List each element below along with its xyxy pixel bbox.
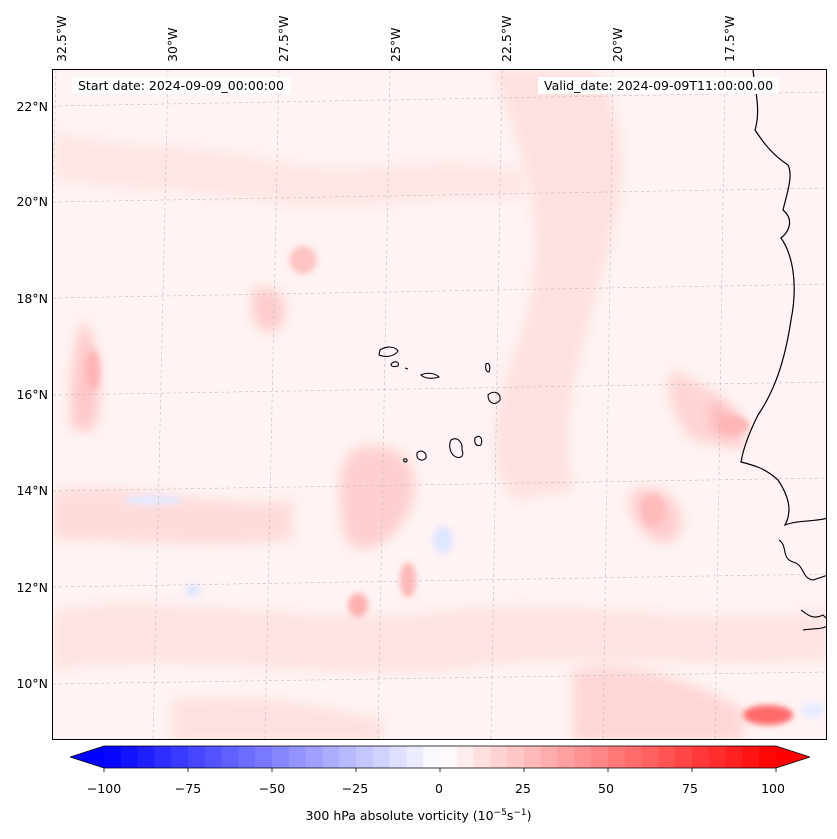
colorbar-extend-min <box>70 746 104 768</box>
lat-label-20n: 20°N <box>16 194 48 209</box>
colorbar-segment <box>759 746 777 768</box>
colorbar-segment <box>389 746 407 768</box>
island-sao-nicolau <box>420 372 441 379</box>
lon-label-22-5w: 22.5°W <box>499 15 514 62</box>
colorbar-tick: −25 <box>341 781 369 796</box>
colorbar-segment <box>540 746 559 768</box>
colorbar-segment <box>608 746 626 768</box>
map-plot-area <box>52 69 827 740</box>
colorbar-segment <box>624 746 643 768</box>
colorbar-segment <box>255 746 273 768</box>
island-sao-vicente <box>390 361 399 368</box>
colorbar-segment <box>104 746 122 768</box>
island-brava <box>403 458 408 463</box>
island-santiago <box>449 438 464 459</box>
colorbar-segment <box>406 746 424 768</box>
colorbar-segment <box>574 746 592 768</box>
colorbar-tick: −75 <box>174 781 202 796</box>
colorbar-tick: 0 <box>435 781 443 796</box>
colorbar-segment <box>171 746 189 768</box>
colorbar-label-mid: s <box>506 808 514 824</box>
lon-label-20w: 20°W <box>610 27 625 62</box>
colorbar-extend-max <box>776 746 810 768</box>
colorbar-segment <box>524 746 542 768</box>
lat-label-18n: 18°N <box>16 291 48 306</box>
island-sal <box>485 362 491 373</box>
colorbar-segment <box>372 746 391 768</box>
colorbar-segment <box>322 746 340 768</box>
lat-label-12n: 12°N <box>16 580 48 595</box>
colorbar <box>70 745 810 772</box>
africa-coastline <box>740 70 826 527</box>
cape-verde-islands <box>378 346 501 463</box>
colorbar-tick: 75 <box>682 781 698 796</box>
lat-label-14n: 14°N <box>16 483 48 498</box>
lon-label-27-5w: 27.5°W <box>276 15 291 62</box>
lon-label-17-5w: 17.5°W <box>722 15 737 62</box>
colorbar-segment <box>456 746 475 768</box>
colorbar-segment <box>188 746 206 768</box>
colorbar-segment <box>238 746 256 768</box>
island-santa-luzia <box>404 367 409 370</box>
colorbar-segment <box>557 746 575 768</box>
colorbar-segment <box>591 746 609 768</box>
africa-coastline-south <box>778 539 826 631</box>
colorbar-segment <box>725 746 743 768</box>
valid-date-label: Valid_date: 2024-09-09T11:00:00.00 <box>538 77 780 94</box>
colorbar-label: 300 hPa absolute vorticity (10−5s−1) <box>0 808 837 823</box>
colorbar-segment <box>507 746 525 768</box>
colorbar-tick: −50 <box>258 781 286 796</box>
vorticity-blobs-light <box>53 70 826 739</box>
colorbar-segment <box>120 746 139 768</box>
vorticity-blobs-strong <box>86 246 825 725</box>
island-fogo <box>416 450 427 461</box>
start-date-label: Start date: 2024-09-09_00:00:00 <box>72 77 290 94</box>
colorbar-segment <box>658 746 676 768</box>
colorbar-label-exp1: −5 <box>493 808 507 818</box>
colorbar-segment <box>440 746 458 768</box>
colorbar-label-end: ) <box>526 808 532 824</box>
colorbar-segment <box>272 746 290 768</box>
island-santo-antao <box>378 346 399 357</box>
colorbar-segment <box>742 746 760 768</box>
colorbar-tick: 50 <box>598 781 614 796</box>
colorbar-segment <box>641 746 659 768</box>
colorbar-segment <box>675 746 693 768</box>
lon-label-32-5w: 32.5°W <box>54 15 69 62</box>
colorbar-tick: 25 <box>515 781 531 796</box>
vorticity-field <box>53 70 826 739</box>
lat-label-22n: 22°N <box>16 99 48 114</box>
island-boa-vista <box>487 391 501 404</box>
lat-label-16n: 16°N <box>16 387 48 402</box>
graticule <box>53 70 826 739</box>
colorbar-segment <box>473 746 491 768</box>
colorbar-label-exp2: −1 <box>513 808 527 818</box>
colorbar-segment <box>137 746 155 768</box>
colorbar-segment <box>154 746 172 768</box>
lon-label-25w: 25°W <box>388 27 403 62</box>
colorbar-segment <box>305 746 323 768</box>
colorbar-segment <box>204 746 223 768</box>
colorbar-segment <box>288 746 307 768</box>
colorbar-segment <box>339 746 357 768</box>
colorbar-segment <box>692 746 710 768</box>
colorbar-segment <box>356 746 374 768</box>
colorbar-label-main: 300 hPa absolute vorticity (10 <box>305 808 494 824</box>
island-maio <box>474 435 483 447</box>
colorbar-tick: 100 <box>761 781 785 796</box>
colorbar-segment <box>423 746 441 768</box>
lat-label-10n: 10°N <box>16 676 48 691</box>
colorbar-segment <box>708 746 727 768</box>
colorbar-segment <box>490 746 508 768</box>
colorbar-segment <box>221 746 239 768</box>
colorbar-tick: −100 <box>86 781 122 796</box>
lon-label-30w: 30°W <box>165 27 180 62</box>
